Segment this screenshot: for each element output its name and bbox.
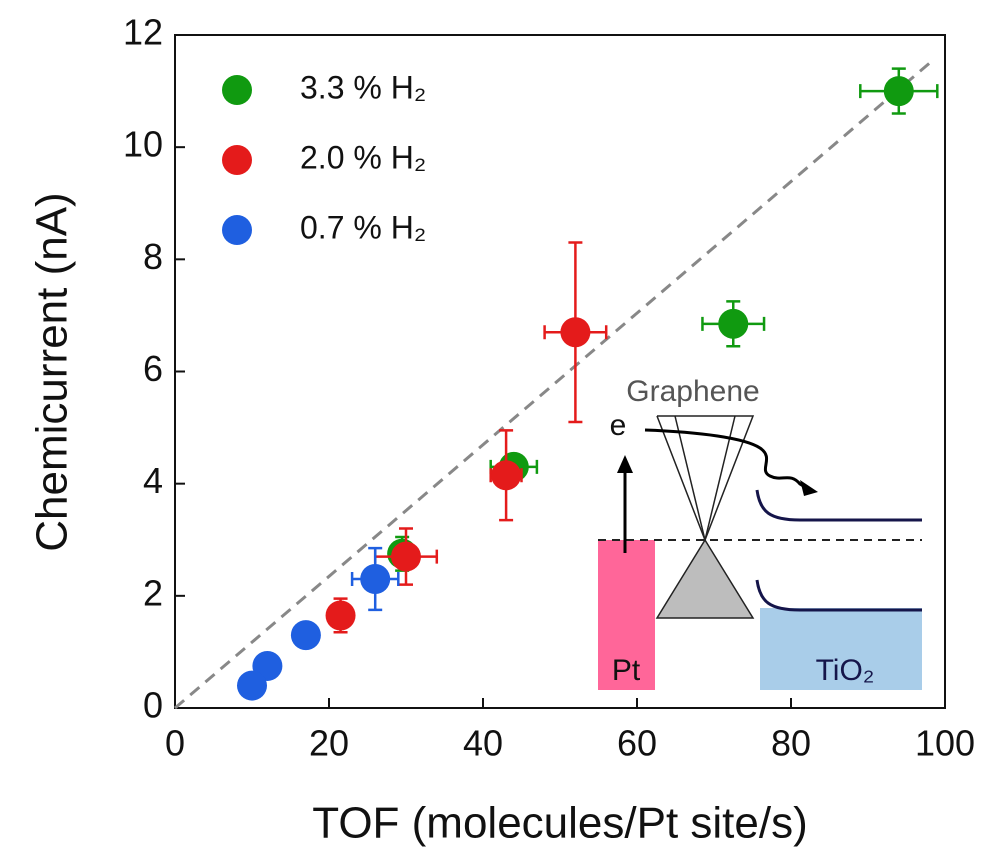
tio2-label: TiO₂ <box>816 654 875 687</box>
y-tick-label: 4 <box>143 460 163 501</box>
y-tick-label: 2 <box>143 572 163 613</box>
inset-diagram: Graphene e Pt TiO₂ <box>598 375 922 690</box>
x-tick-label: 0 <box>165 723 185 764</box>
data-point <box>391 541 421 572</box>
cone-edge <box>674 415 706 541</box>
legend-marker <box>222 145 252 175</box>
upper-cone <box>656 415 755 543</box>
lower-cone <box>655 538 755 619</box>
y-tick-label: 12 <box>123 12 163 53</box>
y-tick-label: 10 <box>123 124 163 165</box>
data-point <box>290 620 321 651</box>
data-point <box>360 564 391 595</box>
x-tick-label: 60 <box>617 723 657 764</box>
legend-marker <box>222 75 252 105</box>
reference-line <box>174 61 931 710</box>
data-point <box>560 317 591 348</box>
legend-label: 0.7 % H₂ <box>300 209 426 245</box>
data-point <box>325 600 356 631</box>
conduction-band <box>755 489 922 522</box>
y-tick-label: 8 <box>143 236 163 277</box>
x-tick-label: 20 <box>309 723 349 764</box>
data-point <box>491 460 522 491</box>
arrow-head <box>800 480 818 496</box>
data-point <box>237 670 267 701</box>
electron-label: e <box>610 409 627 442</box>
valence-band <box>755 579 922 612</box>
x-tick-label: 100 <box>915 723 975 764</box>
wavy-arrow <box>644 428 811 492</box>
x-tick-label: 80 <box>771 723 811 764</box>
y-tick-label: 0 <box>143 685 163 726</box>
legend-label: 2.0 % H₂ <box>300 139 426 175</box>
arrow-head <box>617 455 633 473</box>
pt-block <box>598 540 655 690</box>
plot-frame <box>174 34 946 709</box>
legend-marker <box>222 215 252 245</box>
y-axis-title: Chemicurrent (nA) <box>28 192 77 551</box>
y-tick-label: 6 <box>143 348 163 389</box>
x-tick-label: 40 <box>463 723 503 764</box>
pt-label: Pt <box>612 654 641 687</box>
tio2-block <box>760 608 922 690</box>
data-point <box>718 308 749 339</box>
x-axis-title: TOF (molecules/Pt site/s) <box>312 799 808 848</box>
data-point <box>883 76 914 107</box>
graphene-label: Graphene <box>626 375 759 408</box>
legend-label: 3.3 % H₂ <box>300 69 426 105</box>
